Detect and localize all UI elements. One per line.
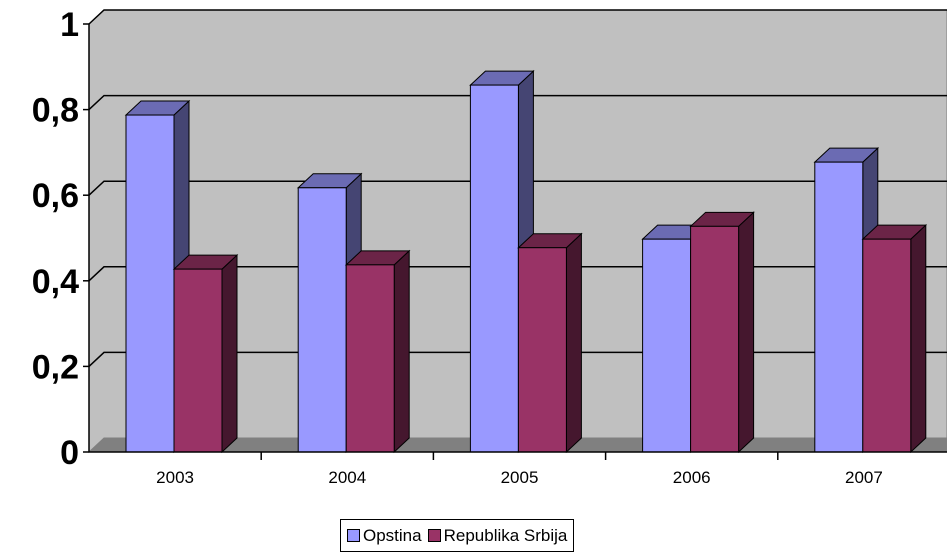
bar-republika-srbija-2006 <box>689 211 755 454</box>
legend-item-opstina: Opstina <box>347 526 422 546</box>
bar-side <box>910 224 927 454</box>
y-tick-label: 0,4 <box>32 263 79 301</box>
x-tick-label: 2003 <box>156 468 194 487</box>
y-axis-ticks: 0 0,2 0,4 0,6 0,8 1 <box>32 6 89 472</box>
legend-swatch-opstina <box>347 529 360 542</box>
x-tick-label: 2007 <box>845 468 883 487</box>
bar-side <box>738 211 755 454</box>
gridline <box>88 9 947 25</box>
gridline <box>88 180 947 196</box>
bar-front <box>173 268 223 453</box>
gridline <box>88 94 947 111</box>
bars <box>124 69 928 454</box>
legend-label-republika-srbija: Republika Srbija <box>443 525 568 545</box>
legend: Opstina Republika Srbija <box>340 519 575 552</box>
bar-republika-srbija-2005 <box>517 232 583 454</box>
y-tick-label: 1 <box>60 6 79 44</box>
bar-front <box>125 114 175 453</box>
y-tick-label: 0,8 <box>32 92 79 130</box>
y-tick-label: 0 <box>60 434 79 472</box>
bar-republika-srbija-2007 <box>861 224 928 454</box>
axes <box>88 24 947 453</box>
bar-front <box>469 84 519 453</box>
bar-side <box>393 249 410 454</box>
bar-front <box>345 264 395 453</box>
legend-item-republika-srbija: Republika Srbija <box>427 525 568 546</box>
bar-front <box>642 238 692 453</box>
bar-front <box>862 238 912 453</box>
legend-swatch-republika-srbija <box>427 529 441 542</box>
x-tick-label: 2004 <box>328 468 366 487</box>
x-tick-label: 2005 <box>501 468 539 487</box>
bar-chart: 0 0,2 0,4 0,6 0,8 1 2003 2004 2005 2006 2007 <box>32 6 947 487</box>
y-tick-label: 0,6 <box>32 177 79 215</box>
bar-front <box>690 225 740 453</box>
bar-side <box>565 232 582 454</box>
bar-front <box>814 161 864 453</box>
bar-front <box>297 187 347 453</box>
bar-republika-srbija-2003 <box>172 253 239 454</box>
bar-side <box>221 253 238 454</box>
y-tick-label: 0,2 <box>32 348 79 386</box>
bar-front <box>517 247 567 453</box>
x-tick-label: 2006 <box>673 468 711 487</box>
bar-republika-srbija-2004 <box>344 249 411 454</box>
x-axis-ticks: 2003 2004 2005 2006 2007 <box>156 452 883 487</box>
legend-label-opstina: Opstina <box>363 525 422 545</box>
